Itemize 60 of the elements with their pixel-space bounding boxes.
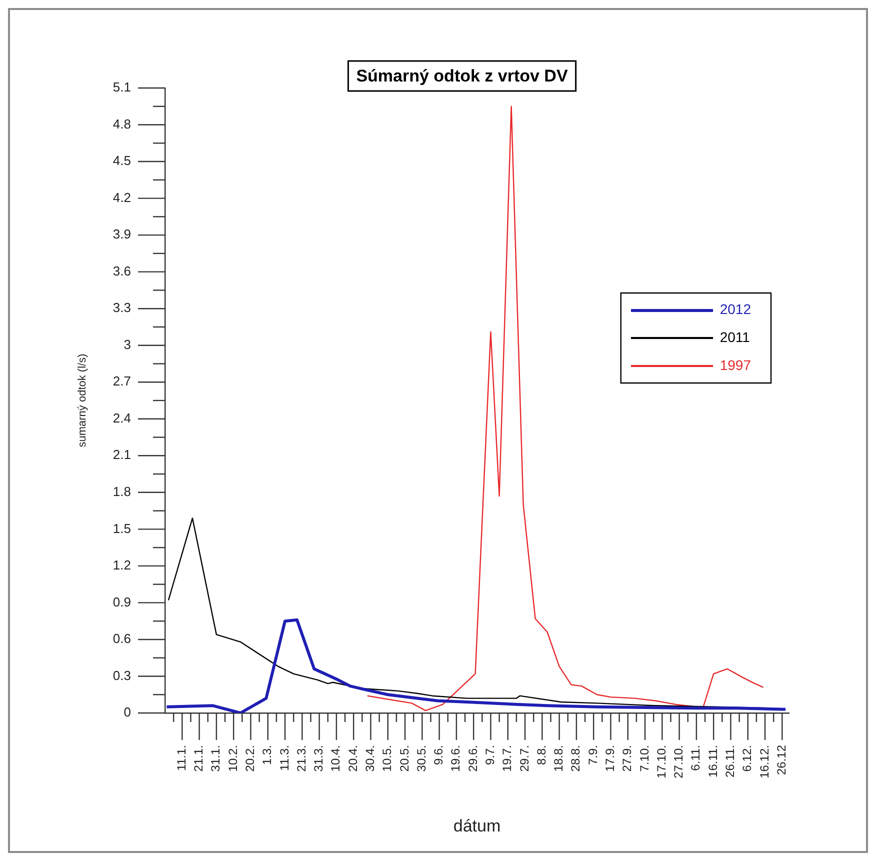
chart-title: Súmarný odtok z vrtov DV [356, 66, 568, 86]
y-tick-label: 2.4 [112, 410, 131, 426]
y-tick-label: 3 [124, 336, 131, 352]
x-tick-label: 8.8. [534, 745, 548, 766]
y-tick-label: 2.1 [112, 447, 131, 462]
y-tick-label: 3.6 [112, 263, 131, 278]
y-tick-label: 4.8 [112, 116, 131, 132]
x-tick-label: 21.1. [192, 745, 206, 772]
x-tick-label: 10.2. [226, 745, 240, 772]
y-tick-label: 3.3 [112, 300, 131, 316]
x-tick-label: 27.10. [672, 745, 686, 778]
y-axis-title: sumarný odtok (l/s) [76, 354, 89, 448]
x-tick-label: 29.7. [517, 745, 532, 772]
y-tick-label: 0 [124, 704, 131, 720]
x-tick-label: 21.3. [294, 745, 308, 772]
x-axis-title: dátum [453, 816, 501, 836]
x-tick-label: 9.6. [432, 745, 446, 766]
x-tick-label: 30.5. [414, 745, 428, 772]
x-tick-label: 29.6. [466, 745, 480, 772]
x-tick-label: 19.6. [448, 745, 463, 772]
y-tick-label: 1.8 [112, 484, 131, 499]
x-tick-label: 20.4. [346, 745, 360, 772]
x-tick-label: 16.11. [706, 745, 720, 778]
x-tick-label: 6.11. [688, 745, 703, 771]
x-tick-label: 16.12. [757, 745, 772, 778]
x-tick-label: 20.2. [243, 745, 258, 772]
x-tick-label: 11.3. [277, 745, 292, 771]
y-tick-label: 0.6 [112, 631, 131, 646]
x-tick-label: 30.4. [363, 745, 378, 772]
x-tick-label: 26.11. [723, 745, 738, 778]
x-tick-label: 7.9. [586, 745, 600, 766]
y-tick-label: 4.5 [112, 153, 131, 168]
x-tick-label: 31.3. [312, 745, 326, 772]
x-tick-label: 18.8. [552, 745, 566, 772]
x-tick-label: 1.3. [260, 745, 274, 766]
x-tick-label: 31.1. [208, 745, 223, 772]
x-tick-label: 11.1. [174, 745, 188, 771]
text: 1997 [720, 356, 752, 373]
text: 2012 [720, 300, 752, 317]
y-tick-label: 1.5 [112, 520, 131, 536]
y-tick-label: 3.9 [112, 226, 131, 242]
x-tick-label: 27.9. [620, 745, 634, 772]
y-tick-label: 2.7 [112, 374, 131, 389]
x-tick-label: 10.4. [328, 745, 343, 772]
x-tick-label: 19.7. [500, 745, 514, 772]
y-tick-label: 0.9 [112, 594, 131, 610]
x-tick-label: 7.10. [637, 745, 652, 772]
y-tick-label: 5.1 [112, 80, 131, 95]
x-tick-label: 10.5. [380, 745, 394, 772]
x-tick-label: 9.7. [483, 745, 498, 766]
x-tick-label: 17.9. [603, 745, 618, 772]
y-tick-label: 0.3 [112, 668, 131, 683]
text: 2011 [720, 328, 750, 345]
y-tick-label: 1.2 [112, 558, 131, 573]
x-tick-label: 6.12. [740, 745, 754, 772]
x-tick-label: 17.10. [654, 745, 668, 778]
x-tick-label: 26.12 [774, 744, 788, 776]
y-tick-label: 4.2 [112, 190, 131, 205]
x-tick-label: 28.8. [568, 745, 583, 772]
x-tick-label: 20.5. [397, 745, 412, 772]
